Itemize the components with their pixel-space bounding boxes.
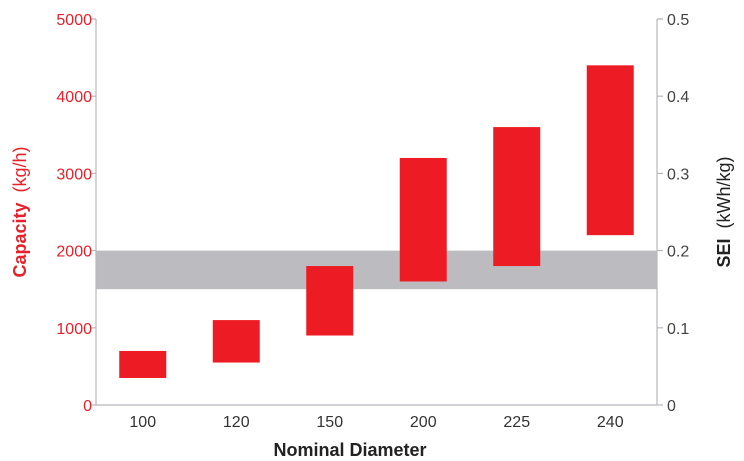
capacity-bar-100	[119, 350, 167, 378]
x-axis-label: Nominal Diameter	[273, 440, 426, 460]
right-tick-label: 0.3	[667, 166, 689, 183]
right-axis-label-unit: (kWh/kg)	[714, 156, 734, 228]
left-tick-label: 3000	[56, 166, 92, 183]
axes-layer	[90, 18, 663, 406]
right-axis-label-bold: SEI	[714, 239, 734, 268]
left-axis-label-unit: (kg/h)	[10, 146, 30, 192]
right-axis-label: SEI (kWh/kg)	[714, 156, 734, 267]
left-tick-label: 4000	[56, 89, 92, 106]
left-tick-labels: 0 1000 2000 3000 4000 5000	[56, 12, 92, 415]
capacity-bar-240	[586, 65, 634, 236]
x-tick-label: 225	[503, 414, 530, 431]
right-tick-label: 0.1	[667, 321, 689, 338]
left-axis-label-bold: Capacity	[10, 202, 30, 277]
x-tick-label: 120	[223, 414, 250, 431]
capacity-bar-200	[399, 157, 447, 282]
left-tick-label: 1000	[56, 321, 92, 338]
right-tick-labels: 0 0.1 0.2 0.3 0.4 0.5	[667, 12, 689, 415]
x-tick-label: 100	[129, 414, 156, 431]
x-tick-label: 150	[316, 414, 343, 431]
right-tick-label: 0.5	[667, 12, 689, 29]
sei-band-layer	[96, 250, 657, 290]
right-tick-label: 0.4	[667, 89, 689, 106]
x-tick-labels: 100 120 150 200 225 240	[129, 414, 623, 431]
left-tick-label: 2000	[56, 244, 92, 261]
x-tick-label: 200	[410, 414, 437, 431]
capacity-bar-150	[306, 266, 354, 336]
sei-range-band	[96, 250, 657, 290]
right-tick-label: 0.2	[667, 244, 689, 261]
bar-layer	[119, 65, 634, 378]
right-tick-label: 0	[667, 398, 676, 415]
left-tick-label: 0	[83, 398, 92, 415]
x-tick-label: 240	[597, 414, 624, 431]
capacity-bar-225	[493, 127, 541, 267]
left-axis-label: Capacity (kg/h)	[10, 146, 30, 277]
capacity-bar-120	[212, 320, 260, 363]
left-tick-label: 5000	[56, 12, 92, 29]
